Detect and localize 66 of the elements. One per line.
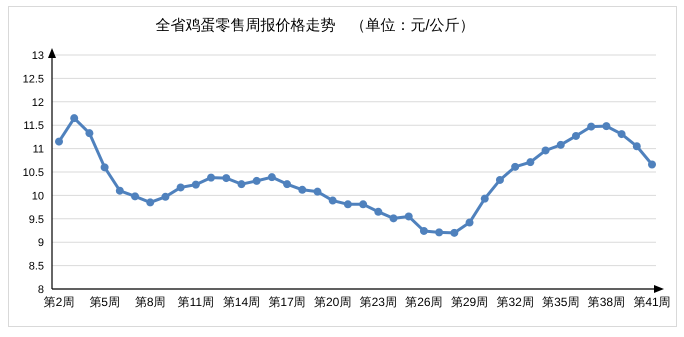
point — [602, 122, 610, 130]
point — [161, 192, 170, 201]
x-tick-label: 第32周 — [496, 295, 534, 309]
point — [55, 138, 63, 146]
point — [587, 122, 596, 131]
point — [100, 163, 109, 172]
x-tick-label: 第11周 — [178, 295, 214, 309]
point — [192, 180, 200, 189]
y-tick-label: 8 — [38, 284, 44, 296]
point — [632, 142, 641, 150]
point — [542, 146, 550, 154]
point — [146, 198, 154, 206]
x-tick-label: 第29周 — [450, 295, 488, 309]
y-tick-label: 12 — [32, 96, 44, 109]
point — [116, 186, 124, 195]
point — [648, 160, 656, 169]
point — [511, 162, 520, 171]
y-tick-label: 10 — [32, 190, 44, 202]
point — [283, 180, 292, 188]
x-tick-label: 第17周 — [268, 295, 306, 309]
x-tick-label: 第26周 — [405, 295, 443, 309]
point — [344, 200, 352, 208]
x-tick-label: 第2周 — [44, 295, 74, 309]
point — [268, 173, 276, 182]
chart-title: 全省鸡蛋零售周报价格走势 （单位：元/公斤） — [155, 17, 475, 34]
point — [176, 183, 185, 192]
x-tick-label: 第23周 — [360, 295, 397, 309]
point — [556, 140, 565, 149]
point — [480, 194, 489, 203]
point — [572, 132, 580, 140]
point — [207, 174, 216, 182]
x-tick-label: 第5周 — [89, 295, 120, 309]
point — [252, 176, 261, 185]
point — [237, 180, 246, 188]
y-tick-label: 13 — [32, 50, 44, 62]
x-tick-label: 第35周 — [542, 295, 580, 309]
point — [466, 218, 474, 227]
y-tick-label: 11 — [32, 144, 44, 156]
point — [435, 228, 444, 236]
y-tick-label: 8.5 — [28, 260, 44, 273]
point — [222, 174, 230, 182]
y-tick-label: 10.5 — [22, 167, 44, 179]
y-tick-label: 9 — [38, 237, 44, 250]
point — [374, 208, 382, 216]
point — [359, 200, 368, 208]
point — [390, 214, 398, 222]
x-tick-label: 第20周 — [314, 295, 352, 309]
y-tick-label: 9.5 — [28, 214, 44, 226]
x-tick-label: 第41周 — [633, 295, 671, 309]
x-tick-label: 第8周 — [134, 295, 166, 309]
x-tick-label: 第14周 — [222, 295, 260, 309]
y-tick-label: 12.5 — [22, 73, 44, 86]
point — [298, 186, 306, 194]
point — [131, 192, 140, 200]
point — [496, 176, 504, 184]
y-tick-label: 11.5 — [23, 120, 44, 132]
point — [420, 226, 428, 235]
point — [85, 129, 94, 138]
point — [526, 158, 534, 166]
point — [70, 114, 78, 122]
point — [404, 212, 413, 220]
point — [328, 196, 337, 205]
point — [450, 228, 458, 237]
point — [618, 130, 626, 138]
point — [313, 188, 322, 196]
x-tick-label: 第38周 — [588, 295, 626, 309]
